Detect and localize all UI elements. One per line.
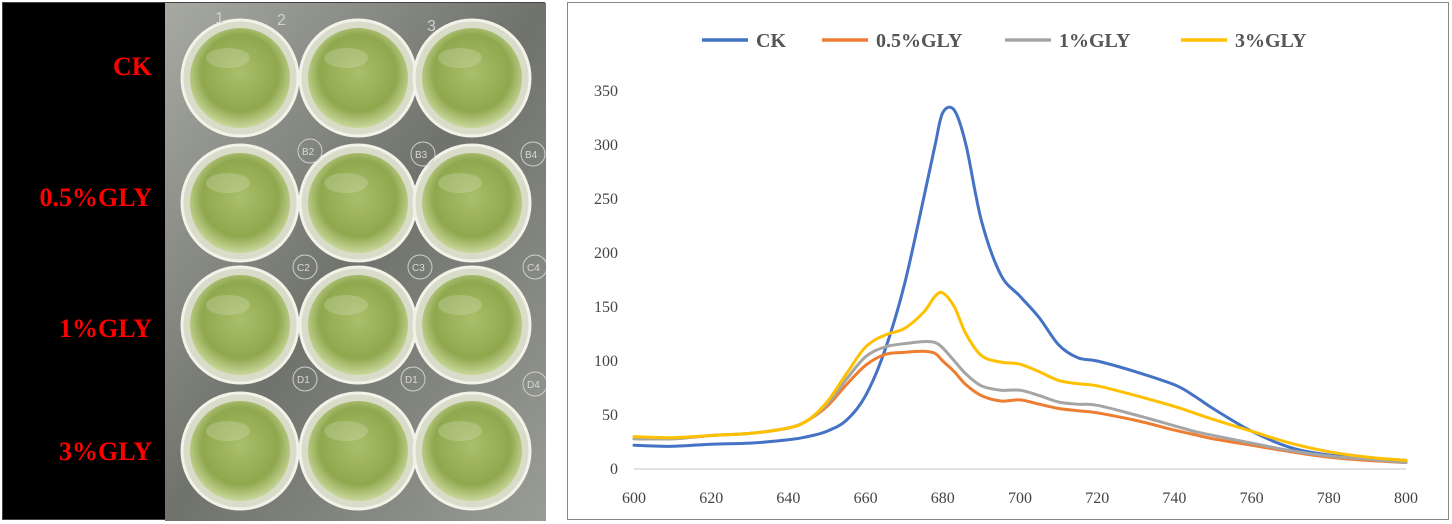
well-culture [308,153,408,253]
x-tick-label: 640 [776,490,800,507]
well-highlight [206,173,250,193]
x-tick-label: 800 [1394,490,1418,507]
well-culture [308,28,408,128]
well-culture [190,275,290,375]
row-label-1-gly: 1%GLY [59,314,152,343]
well-mark: B3 [410,141,436,167]
x-tick-label: 620 [699,490,723,507]
x-tick-label: 720 [1085,490,1109,507]
legend-entry: 1%GLY [1005,30,1131,52]
well-culture [190,153,290,253]
well-mark: B2 [297,138,323,164]
well-mark: D1 [400,366,426,392]
column-mark: 3 [427,18,436,35]
svg-text:B2: B2 [302,147,315,158]
well-mark: C2 [292,254,318,280]
y-tick-label: 150 [594,299,618,316]
fluorescence-chart-panel: CK 0.5%GLY 1%GLY 3%GLY 600 620 640 660 680 700 72… [567,2,1449,520]
well-mark: B4 [520,141,546,167]
svg-text:D1: D1 [297,375,310,386]
svg-text:C2: C2 [297,263,310,274]
legend-entry: 3%GLY [1181,30,1307,52]
svg-text:D4: D4 [527,380,540,391]
y-tick-label: 350 [594,83,618,100]
well-highlight [206,421,250,441]
well-highlight [206,295,250,315]
row-label-3-gly: 3%GLY [59,437,152,466]
plate-photo-panel: CK 0.5%GLY 1%GLY 3%GLY 1 2 3 B2 B3 B4 C2 C3 C4 D1… [2,2,546,521]
y-tick-label: 200 [594,245,618,262]
well-culture [190,401,290,501]
y-tick-label: 300 [594,137,618,154]
x-tick-label: 700 [1008,490,1032,507]
x-tick-label: 760 [1240,490,1264,507]
svg-text:C3: C3 [412,263,425,274]
well-plate-illustration: 1 2 3 B2 B3 B4 C2 C3 C4 D1 D1 D4 [165,3,546,521]
well-mark: C3 [407,254,433,280]
y-tick-label: 0 [610,461,618,478]
well-highlight [206,48,250,68]
series-line [632,105,1408,462]
legend-label: 0.5%GLY [876,30,963,52]
y-tick-label: 250 [594,191,618,208]
svg-text:C4: C4 [527,263,540,274]
column-mark: 2 [277,12,286,29]
column-mark: 1 [215,10,224,27]
well-highlight [438,295,482,315]
x-tick-label: 600 [622,490,646,507]
well-culture [422,153,522,253]
svg-text:B4: B4 [525,150,538,161]
row-label-0-5-gly: 0.5%GLY [39,183,152,212]
well-highlight [438,48,482,68]
well-highlight [438,173,482,193]
well-culture [422,275,522,375]
x-tick-label: 660 [854,490,878,507]
legend-label: CK [756,30,786,52]
legend-entry: CK [702,30,786,52]
well-highlight [438,421,482,441]
well-mark: D4 [522,371,546,397]
x-tick-label: 680 [931,490,955,507]
fluorescence-line-chart: CK 0.5%GLY 1%GLY 3%GLY 600 620 640 660 680 700 72… [594,30,1418,507]
well-culture [190,28,290,128]
well-mark: D1 [292,366,318,392]
x-tick-label: 780 [1317,490,1341,507]
well-mark: C4 [522,254,546,280]
well-culture [422,28,522,128]
well-culture [308,401,408,501]
legend-entry: 0.5%GLY [822,30,963,52]
row-label-ck: CK [113,52,152,81]
y-tick-label: 100 [594,353,618,370]
series-line [632,349,1408,464]
series-line [632,290,1408,462]
y-tick-label: 50 [602,407,618,424]
legend-label: 1%GLY [1059,30,1131,52]
well-culture [422,401,522,501]
x-tick-label: 740 [1162,490,1186,507]
well-highlight [324,295,368,315]
well-highlight [324,421,368,441]
legend-label: 3%GLY [1235,30,1307,52]
well-plate-image: 1 2 3 B2 B3 B4 C2 C3 C4 D1 D1 D4 [165,3,546,521]
well-culture [308,275,408,375]
well-highlight [324,48,368,68]
well-highlight [324,173,368,193]
svg-text:D1: D1 [405,375,418,386]
svg-text:B3: B3 [415,150,428,161]
